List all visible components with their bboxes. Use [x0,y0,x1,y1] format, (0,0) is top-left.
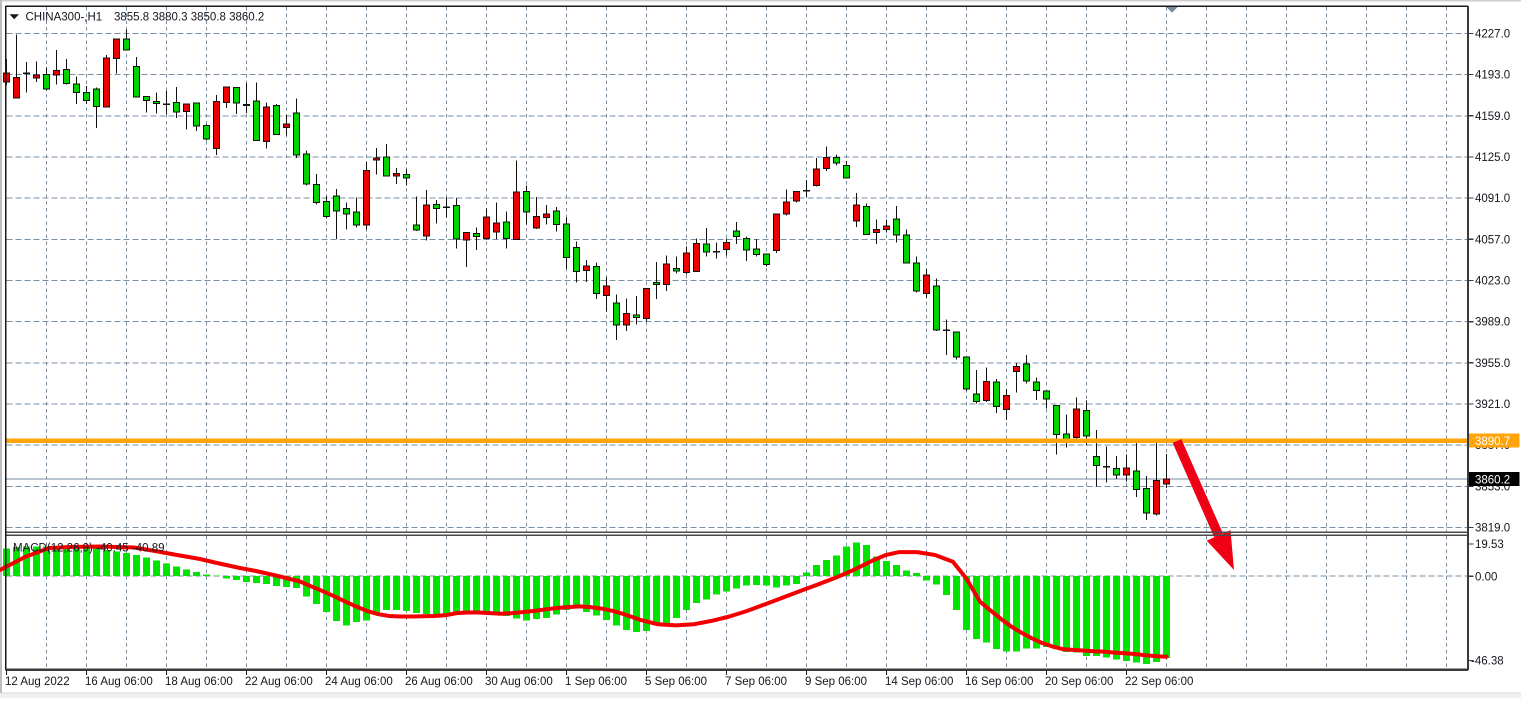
svg-text:12 Aug 2022: 12 Aug 2022 [5,676,70,688]
svg-text:16 Aug 06:00: 16 Aug 06:00 [85,676,153,688]
svg-text:4023.0: 4023.0 [1475,276,1510,288]
svg-text:24 Aug 06:00: 24 Aug 06:00 [325,676,393,688]
svg-text:CHINA300-,H1: CHINA300-,H1 [26,12,103,24]
svg-text:MACD(12,26,9) -40.45 -40.89: MACD(12,26,9) -40.45 -40.89 [13,543,165,555]
svg-text:5 Sep 06:00: 5 Sep 06:00 [645,676,707,688]
svg-text:30 Aug 06:00: 30 Aug 06:00 [485,676,553,688]
svg-text:22 Aug 06:00: 22 Aug 06:00 [245,676,313,688]
svg-text:-46.38: -46.38 [1471,656,1504,668]
svg-text:3890.7: 3890.7 [1475,436,1510,448]
svg-text:19.53: 19.53 [1475,539,1504,551]
svg-text:4091.0: 4091.0 [1475,193,1510,205]
svg-text:4125.0: 4125.0 [1475,152,1510,164]
svg-text:0.00: 0.00 [1475,571,1497,583]
svg-text:3955.0: 3955.0 [1475,358,1510,370]
svg-text:18 Aug 06:00: 18 Aug 06:00 [165,676,233,688]
svg-text:22 Sep 06:00: 22 Sep 06:00 [1125,676,1193,688]
svg-text:4227.0: 4227.0 [1475,28,1510,40]
svg-text:26 Aug 06:00: 26 Aug 06:00 [405,676,473,688]
svg-text:20 Sep 06:00: 20 Sep 06:00 [1045,676,1113,688]
svg-text:4193.0: 4193.0 [1475,70,1510,82]
svg-text:3989.0: 3989.0 [1475,317,1510,329]
svg-text:7 Sep 06:00: 7 Sep 06:00 [725,676,787,688]
svg-text:3860.2: 3860.2 [1475,474,1510,486]
svg-text:3819.0: 3819.0 [1475,523,1510,535]
svg-text:9 Sep 06:00: 9 Sep 06:00 [805,676,867,688]
svg-text:14 Sep 06:00: 14 Sep 06:00 [885,676,953,688]
svg-text:1 Sep 06:00: 1 Sep 06:00 [565,676,627,688]
svg-text:4159.0: 4159.0 [1475,111,1510,123]
svg-text:4057.0: 4057.0 [1475,234,1510,246]
svg-text:3855.8 3880.3 3850.8 3860.2: 3855.8 3880.3 3850.8 3860.2 [114,12,264,24]
svg-text:16 Sep 06:00: 16 Sep 06:00 [965,676,1033,688]
svg-text:3921.0: 3921.0 [1475,399,1510,411]
